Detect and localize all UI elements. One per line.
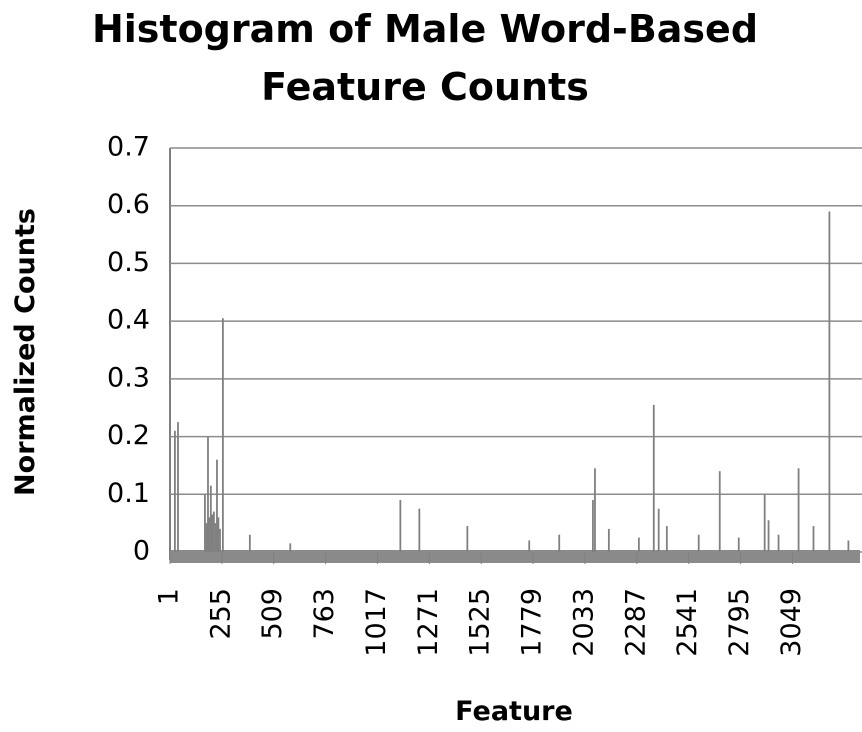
bar bbox=[204, 494, 206, 552]
x-tick-label: 1 bbox=[154, 588, 185, 605]
bar bbox=[665, 526, 668, 552]
bar bbox=[697, 534, 700, 552]
x-tick-label: 1017 bbox=[361, 588, 392, 657]
y-axis-label: Normalized Counts bbox=[10, 208, 41, 496]
bar bbox=[174, 430, 176, 552]
bar bbox=[763, 494, 766, 552]
bar bbox=[812, 526, 815, 552]
y-tick-label: 0.1 bbox=[107, 478, 150, 509]
x-tick-label: 2033 bbox=[568, 588, 599, 657]
x-tick-label: 1779 bbox=[517, 588, 548, 657]
bar bbox=[528, 540, 531, 552]
x-tick-label: 2795 bbox=[724, 588, 755, 657]
bar bbox=[248, 534, 251, 552]
bar bbox=[289, 543, 292, 552]
bar bbox=[466, 526, 469, 552]
y-tick-label: 0.7 bbox=[107, 132, 150, 163]
bar bbox=[213, 511, 215, 552]
y-tick-label: 0.4 bbox=[107, 305, 150, 336]
bar bbox=[652, 404, 655, 552]
bar bbox=[767, 520, 770, 552]
y-tick-label: 0.5 bbox=[107, 247, 150, 278]
bar bbox=[594, 468, 596, 552]
x-tick-label: 1271 bbox=[413, 588, 444, 657]
bar bbox=[169, 540, 171, 552]
x-axis-band bbox=[170, 550, 860, 563]
bar bbox=[221, 318, 224, 552]
bar bbox=[211, 514, 214, 552]
y-tick-label: 0.3 bbox=[107, 362, 150, 393]
x-axis-label: Feature bbox=[455, 696, 573, 727]
y-tick-label: 0 bbox=[133, 536, 150, 567]
bar bbox=[797, 468, 800, 552]
bar bbox=[828, 211, 831, 552]
bar bbox=[777, 534, 780, 552]
bar bbox=[214, 523, 217, 552]
bar bbox=[718, 471, 721, 552]
x-tick-label: 2541 bbox=[672, 588, 703, 657]
bar bbox=[219, 528, 221, 552]
bar bbox=[399, 500, 402, 552]
bar bbox=[607, 528, 610, 552]
bar bbox=[205, 523, 208, 552]
bar bbox=[847, 540, 850, 552]
x-tick-label: 1525 bbox=[465, 588, 496, 657]
bar bbox=[418, 508, 421, 552]
y-tick-label: 0.2 bbox=[107, 420, 150, 451]
chart-title: Histogram of Male Word-Based Feature Cou… bbox=[91, 7, 759, 109]
x-tick-label: 2287 bbox=[620, 588, 651, 657]
bar bbox=[208, 517, 211, 552]
bar bbox=[177, 422, 179, 552]
bar bbox=[592, 500, 594, 552]
bar bbox=[637, 537, 640, 552]
bar bbox=[657, 508, 660, 552]
x-tick-label: 763 bbox=[309, 588, 340, 640]
x-tick-label: 3049 bbox=[776, 588, 807, 657]
x-tick-label: 509 bbox=[257, 588, 288, 640]
bar bbox=[209, 485, 212, 552]
bar bbox=[558, 534, 561, 552]
bar bbox=[216, 459, 218, 552]
x-tick-label: 255 bbox=[205, 588, 236, 640]
bar bbox=[737, 537, 740, 552]
bar bbox=[217, 517, 220, 552]
bar bbox=[207, 436, 209, 552]
y-tick-label: 0.6 bbox=[107, 189, 150, 220]
